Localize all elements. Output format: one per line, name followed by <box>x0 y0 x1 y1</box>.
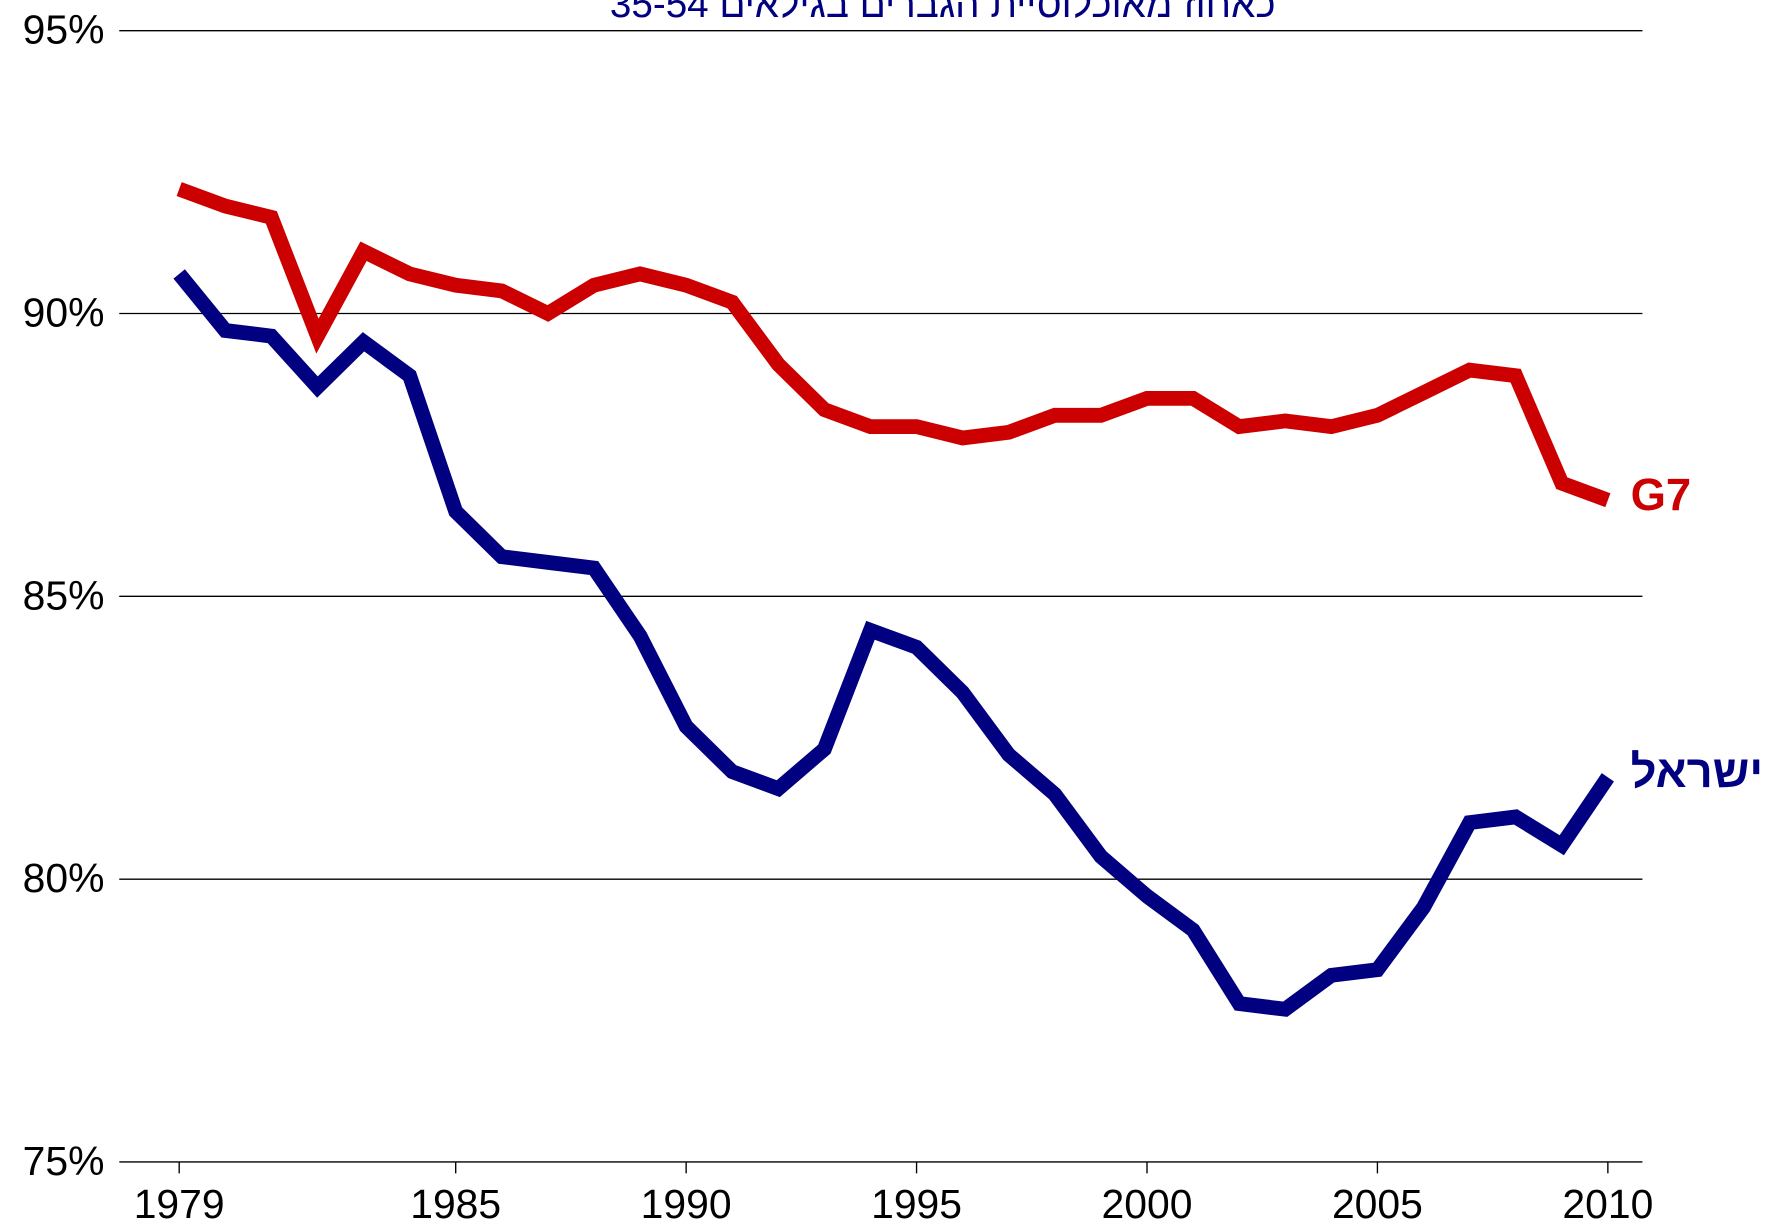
series-label: G7 <box>1631 469 1692 520</box>
x-tick-label: 1985 <box>410 1181 501 1227</box>
x-tick-label: 2005 <box>1332 1181 1423 1227</box>
x-tick-label: 2010 <box>1562 1181 1653 1227</box>
y-tick-label: 90% <box>23 290 105 336</box>
series-line <box>176 182 1611 508</box>
x-tick-label: 1979 <box>134 1181 225 1227</box>
x-tick-label: 2000 <box>1102 1181 1193 1227</box>
x-tick-label: 1990 <box>641 1181 732 1227</box>
y-tick-label: 95% <box>23 7 105 53</box>
y-tick-label: 80% <box>23 855 105 901</box>
x-tick-label: 1995 <box>871 1181 962 1227</box>
y-tick-label: 85% <box>23 572 105 618</box>
series-label: ישראל <box>1631 746 1764 797</box>
chart-title: כאחוז מאוכלוסיית הגברים בגילאים 35-54 <box>610 0 1276 26</box>
series-line <box>173 269 1614 1017</box>
y-tick-label: 75% <box>23 1138 105 1184</box>
